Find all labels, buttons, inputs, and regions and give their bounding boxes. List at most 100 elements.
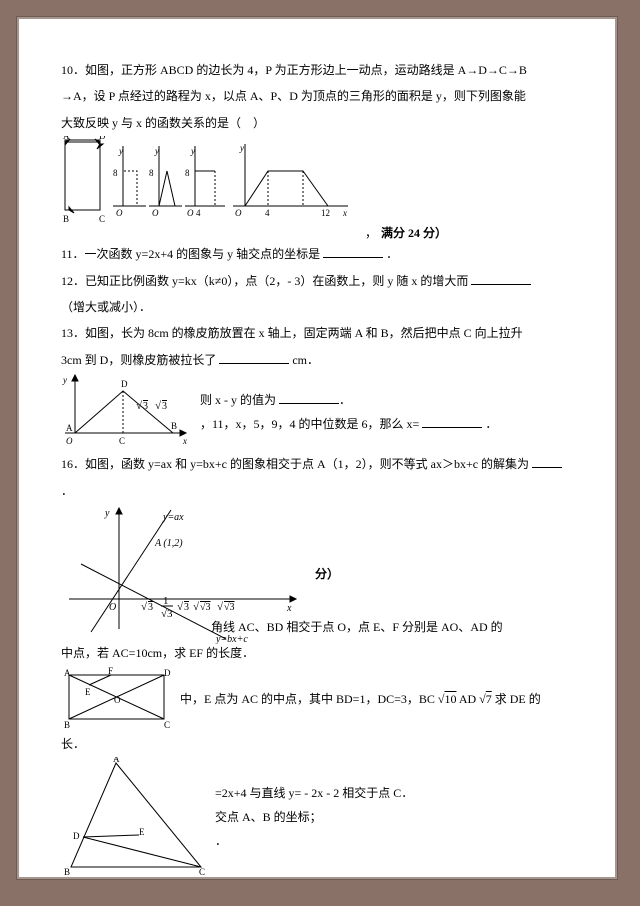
- svg-text:y: y: [104, 508, 110, 519]
- mid-t3: ．: [485, 417, 497, 431]
- q13-blank: [219, 351, 289, 364]
- q18-t2: 求 DE 的: [495, 692, 541, 706]
- svg-text:B: B: [63, 214, 69, 224]
- sqrt7: √7: [479, 692, 492, 706]
- q18-t1: 中，E 点为 AC 的中点，其中 BD=1，DC=3，BC: [180, 692, 435, 706]
- mid-blank1: [279, 391, 339, 404]
- svg-text:O: O: [152, 208, 159, 218]
- mid-t1: 则 x - y 的值为: [200, 393, 276, 407]
- svg-text:O: O: [187, 208, 194, 218]
- svg-text:B: B: [64, 867, 70, 877]
- svg-text:8: 8: [149, 168, 154, 178]
- q17-figure-row: A F D E O B C 中，E 点为 AC 的中点，其中 BD=1，DC=3…: [61, 667, 573, 731]
- svg-text:x: x: [182, 436, 187, 446]
- svg-text:F: F: [108, 667, 113, 676]
- svg-text:C: C: [199, 867, 205, 877]
- sqrt10: √10: [438, 692, 457, 706]
- mid-blank2: [422, 415, 482, 428]
- svg-text:C: C: [164, 720, 170, 730]
- q11-blank: [323, 245, 383, 258]
- q18-figure: A D E B C: [61, 757, 211, 877]
- svg-text:D: D: [121, 379, 128, 389]
- svg-text:A: A: [64, 668, 71, 678]
- svg-text:O: O: [109, 602, 116, 613]
- q13-l1: 13．如图，长为 8cm 的橡皮筋放置在 x 轴上，固定两端 A 和 B，然后把…: [61, 320, 573, 346]
- q13-figure-row: y D A O C B x √3 √3 则 x - y 的值为 ． ，11，x，…: [61, 373, 573, 451]
- q11: 11．一次函数 y=2x+4 的图象与 y 轴交点的坐标是 ．: [61, 241, 573, 267]
- svg-text:A: A: [63, 136, 70, 141]
- svg-text:8: 8: [185, 168, 190, 178]
- q19-t3: ．: [215, 829, 413, 853]
- svg-text:y: y: [154, 146, 159, 156]
- svg-text:√: √: [193, 601, 200, 613]
- q16-dot: ．: [61, 478, 573, 504]
- q19-t1: =2x+4 与直线 y= - 2x - 2 相交于点 C．: [215, 781, 413, 805]
- q17-l2: 中点，若 AC=10cm，求 EF 的长度．: [61, 640, 573, 666]
- svg-text:B: B: [171, 421, 177, 431]
- q18-text: 中，E 点为 AC 的中点，其中 BD=1，DC=3，BC √10 AD √7 …: [180, 690, 541, 707]
- svg-text:O: O: [114, 695, 121, 705]
- q17-l1: 角线 AC、BD 相交于点 O，点 E、F 分别是 AO、AD 的: [211, 614, 573, 640]
- q19-text: =2x+4 与直线 y= - 2x - 2 相交于点 C． 交点 A、B 的坐标…: [215, 781, 413, 853]
- svg-text:√3: √3: [224, 602, 235, 613]
- svg-text:4: 4: [265, 208, 270, 218]
- svg-text:3: 3: [184, 602, 189, 613]
- q13-text2: 3cm 到 D，则橡皮筋被拉长了: [61, 353, 216, 367]
- svg-text:8: 8: [113, 168, 118, 178]
- q16: 16．如图，函数 y=ax 和 y=bx+c 的图象相交于点 A（1，2），则不…: [61, 451, 573, 477]
- svg-text:D: D: [99, 136, 106, 141]
- svg-text:O: O: [235, 208, 242, 218]
- svg-text:y: y: [239, 143, 244, 153]
- q10-line3: 大致反映 y 与 x 的函数关系的是（ ）: [61, 110, 573, 136]
- svg-text:D: D: [73, 831, 80, 841]
- svg-text:√: √: [177, 601, 184, 613]
- svg-text:√3: √3: [200, 602, 211, 613]
- svg-text:D: D: [164, 668, 171, 678]
- svg-text:A: A: [113, 757, 120, 764]
- q13-figure: y D A O C B x √3 √3: [61, 373, 196, 451]
- svg-text:C: C: [99, 214, 105, 224]
- q11-text: 11．一次函数 y=2x+4 的图象与 y 轴交点的坐标是: [61, 247, 320, 261]
- svg-text:3: 3: [162, 401, 167, 412]
- q18-figure-row: A D E B C =2x+4 与直线 y= - 2x - 2 相交于点 C． …: [61, 757, 573, 877]
- section-label: 分）: [315, 565, 339, 582]
- svg-text:y=ax: y=ax: [162, 512, 184, 523]
- svg-text:4: 4: [196, 208, 201, 218]
- svg-text:E: E: [85, 687, 91, 697]
- q12-l1: 12．已知正比例函数 y=kx（k≠0），点（2，- 3）在函数上，则 y 随 …: [61, 268, 573, 294]
- svg-text:1: 1: [163, 595, 169, 607]
- svg-text:E: E: [139, 827, 145, 837]
- svg-text:A (1,2): A (1,2): [154, 538, 183, 549]
- q10-score-sep: ，: [365, 224, 377, 241]
- svg-text:12: 12: [321, 208, 330, 218]
- q10-line1: 10．如图，正方形 ABCD 的边长为 4，P 为正方形边上一动点，运动路线是 …: [61, 57, 573, 83]
- q11-dot: ．: [386, 247, 398, 261]
- svg-text:3: 3: [148, 602, 153, 613]
- q10-line2: →A，设 P 点经过的路程为 x，以点 A、P、D 为顶点的三角形的面积是 y，…: [61, 83, 573, 109]
- q13-unit: cm．: [292, 353, 319, 367]
- q18-t3: 长．: [61, 731, 573, 757]
- q18-mid: AD: [459, 692, 476, 706]
- q13-side-text: 则 x - y 的值为 ． ，11，x，5，9，4 的中位数是 6，那么 x= …: [200, 388, 497, 436]
- svg-text:A: A: [66, 423, 73, 433]
- svg-text:O: O: [116, 208, 123, 218]
- svg-text:3: 3: [143, 401, 148, 412]
- mid-t2: ，11，x，5，9，4 的中位数是 6，那么 x=: [200, 417, 419, 431]
- svg-text:x: x: [342, 208, 347, 218]
- svg-text:O: O: [66, 436, 73, 446]
- svg-text:C: C: [119, 436, 125, 446]
- svg-text:√: √: [136, 400, 143, 412]
- svg-text:y: y: [118, 146, 123, 156]
- svg-text:y: y: [190, 146, 195, 156]
- q12-l2: （增大或减小）．: [61, 294, 573, 320]
- svg-text:√: √: [141, 601, 148, 613]
- q10-figure: y 8 O y 8 O: [61, 136, 361, 241]
- q13-l2: 3cm 到 D，则橡皮筋被拉长了 cm．: [61, 347, 573, 373]
- q19-t2: 交点 A、B 的坐标；: [215, 805, 413, 829]
- q16-text: 16．如图，函数 y=ax 和 y=bx+c 的图象相交于点 A（1，2），则不…: [61, 457, 529, 471]
- svg-text:√: √: [155, 400, 162, 412]
- svg-text:√: √: [217, 601, 224, 613]
- q12-text1: 12．已知正比例函数 y=kx（k≠0），点（2，- 3）在函数上，则 y 随 …: [61, 274, 468, 288]
- svg-text:B: B: [64, 720, 70, 730]
- q16-blank: [532, 455, 562, 468]
